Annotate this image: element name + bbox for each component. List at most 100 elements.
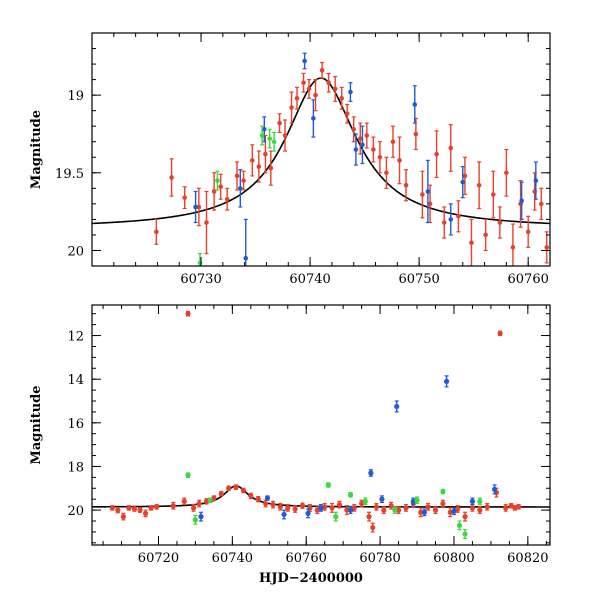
- top-red-point: [282, 119, 288, 152]
- top-x-tick-label: 60730: [180, 272, 221, 287]
- top-red-point: [154, 218, 159, 245]
- top-blue-point: [360, 125, 365, 165]
- top-red-point: [313, 78, 318, 112]
- top-red-point: [277, 113, 282, 134]
- top-green-point: [215, 170, 220, 191]
- top-red-point: [390, 125, 396, 158]
- bottom-red-point: [196, 499, 202, 508]
- bottom-red-point: [484, 502, 490, 511]
- bottom-red-point: [497, 330, 503, 337]
- bottom-red-point: [185, 310, 191, 317]
- top-red-point: [268, 150, 274, 186]
- bottom-x-tick-label: 60740: [212, 551, 253, 566]
- top-red-point: [224, 187, 230, 211]
- top-red-point: [294, 86, 300, 110]
- bottom-green-point: [392, 506, 398, 514]
- top-red-point: [441, 206, 447, 239]
- bottom-red-point: [373, 502, 380, 511]
- bottom-x-tick-label: 60780: [359, 551, 400, 566]
- top-red-point: [384, 156, 389, 189]
- bottom-red-point: [432, 506, 439, 514]
- bottom-red-point: [142, 509, 149, 518]
- bottom-red-point: [148, 505, 154, 511]
- top-red-point: [332, 75, 338, 102]
- bottom-blue-point: [198, 511, 204, 522]
- top-red-point: [169, 158, 174, 197]
- top-green-point: [271, 131, 277, 152]
- bottom-red-point: [299, 502, 306, 509]
- top-red-point: [510, 223, 516, 266]
- top-x-tick-label: 60740: [289, 272, 330, 287]
- top-plot-frame: [91, 32, 551, 267]
- top-red-point: [357, 122, 363, 155]
- bottom-red-point: [462, 511, 468, 522]
- top-red-point: [476, 161, 482, 210]
- top-red-point: [289, 91, 294, 124]
- bottom-green-point: [462, 529, 468, 540]
- bottom-plot-frame: [91, 304, 551, 546]
- bottom-red-point: [255, 495, 261, 503]
- bottom-red-point: [285, 504, 291, 512]
- bottom-red-point: [418, 507, 424, 518]
- top-red-point: [182, 186, 187, 210]
- top-red-point: [344, 103, 350, 124]
- bottom-y-tick-label: 16: [67, 417, 84, 432]
- bottom-red-point: [248, 492, 254, 500]
- bottom-green-point: [347, 492, 354, 498]
- top-model-curve: [92, 77, 550, 225]
- top-blue-point: [425, 159, 431, 224]
- bottom-blue-point: [394, 400, 400, 413]
- bottom-green-point: [414, 496, 420, 505]
- bottom-chart-panel: 60720 60740 60760 60780 60800 60820 12 14 16 18 20…: [29, 304, 551, 586]
- top-red-point: [377, 141, 383, 174]
- bottom-red-point: [181, 497, 187, 506]
- top-red-point: [241, 170, 246, 191]
- bottom-y-axis-title: Magnitude: [29, 385, 44, 464]
- top-red-point: [196, 187, 202, 227]
- bottom-green-point: [333, 511, 339, 522]
- top-blue-point: [261, 116, 267, 143]
- bottom-red-point: [395, 506, 402, 514]
- top-red-point: [544, 231, 550, 264]
- bottom-red-point: [403, 504, 409, 512]
- bottom-red-point: [137, 507, 143, 513]
- bottom-red-point: [218, 490, 224, 497]
- top-red-point: [364, 122, 370, 149]
- top-blue-point: [193, 190, 198, 224]
- top-red-point: [469, 218, 474, 266]
- bottom-red-point: [115, 506, 121, 514]
- bottom-blue-point: [379, 495, 385, 504]
- top-red-point: [490, 170, 496, 219]
- top-green-point: [267, 128, 273, 149]
- bottom-red-point: [109, 505, 115, 511]
- top-red-point: [448, 124, 454, 172]
- top-blue-point: [302, 52, 307, 70]
- top-y-tick-label: 20: [67, 244, 84, 259]
- top-blue-point: [311, 99, 316, 138]
- top-red-point: [301, 72, 306, 93]
- top-red-point: [525, 215, 531, 248]
- bottom-red-point: [240, 487, 247, 494]
- bottom-y-tick-label: 12: [67, 330, 84, 345]
- bottom-blue-point: [451, 507, 457, 516]
- top-red-point: [250, 144, 255, 177]
- top-x-tick-label: 60750: [398, 272, 439, 287]
- top-red-point: [403, 169, 409, 202]
- top-x-tick-label: 60760: [508, 272, 549, 287]
- top-red-point: [234, 161, 240, 191]
- bottom-red-point: [277, 502, 283, 511]
- bottom-red-point: [226, 485, 232, 492]
- bottom-green-point: [325, 482, 331, 488]
- bottom-red-point: [329, 502, 335, 513]
- top-red-point: [351, 116, 357, 143]
- bottom-red-point: [120, 512, 126, 521]
- bottom-blue-point: [368, 469, 374, 477]
- bottom-green-point: [192, 514, 199, 525]
- bottom-red-point: [262, 499, 269, 508]
- top-blue-point: [243, 218, 249, 266]
- bottom-red-point: [336, 500, 343, 509]
- top-red-point: [397, 136, 402, 185]
- top-red-point: [306, 78, 312, 99]
- bottom-red-point: [292, 505, 298, 513]
- bottom-x-tick-label: 60820: [507, 551, 548, 566]
